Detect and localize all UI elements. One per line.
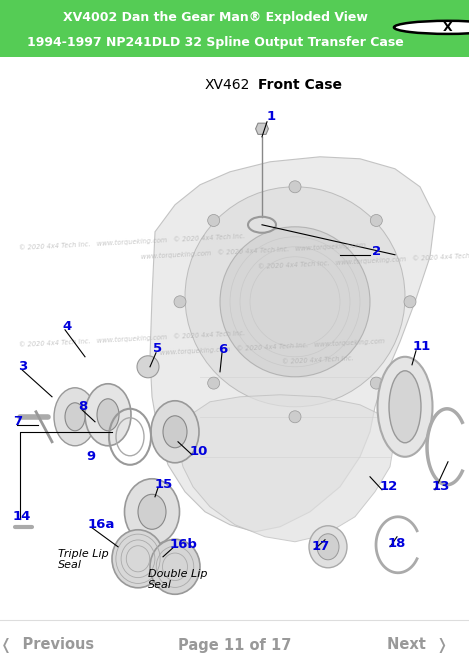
Ellipse shape xyxy=(65,403,85,431)
Text: Front Case: Front Case xyxy=(258,78,342,92)
Text: 9: 9 xyxy=(86,450,95,464)
Ellipse shape xyxy=(137,356,159,378)
Text: 8: 8 xyxy=(78,400,87,413)
Text: 14: 14 xyxy=(13,510,31,523)
Ellipse shape xyxy=(124,479,180,545)
Ellipse shape xyxy=(404,296,416,308)
Ellipse shape xyxy=(138,494,166,529)
Text: www.torqueking.com   © 2020 4x4 Tech Inc.   www.torqueking.com: www.torqueking.com © 2020 4x4 Tech Inc. … xyxy=(159,338,385,357)
Ellipse shape xyxy=(151,401,199,463)
Polygon shape xyxy=(256,123,268,134)
Text: 1: 1 xyxy=(267,110,276,123)
Circle shape xyxy=(394,21,469,34)
Text: 10: 10 xyxy=(190,446,208,458)
Ellipse shape xyxy=(378,357,432,457)
Ellipse shape xyxy=(54,388,96,446)
Text: X: X xyxy=(443,21,453,34)
Text: www.torqueking.com   © 2020 4x4 Tech Inc.   www.torqueking.com: www.torqueking.com © 2020 4x4 Tech Inc. … xyxy=(141,242,366,260)
Text: Double Lip
Seal: Double Lip Seal xyxy=(148,569,207,590)
Ellipse shape xyxy=(289,411,301,423)
Text: 16b: 16b xyxy=(170,539,198,551)
Ellipse shape xyxy=(174,296,186,308)
Text: 2: 2 xyxy=(372,246,381,258)
Text: 15: 15 xyxy=(155,478,173,491)
Text: 13: 13 xyxy=(432,480,450,493)
Ellipse shape xyxy=(163,415,187,448)
Text: 6: 6 xyxy=(218,343,227,357)
Text: Next  ❭: Next ❭ xyxy=(387,638,448,654)
Text: XV4002 Dan the Gear Man® Exploded View: XV4002 Dan the Gear Man® Exploded View xyxy=(63,11,368,23)
Text: 1994-1997 NP241DLD 32 Spline Output Transfer Case: 1994-1997 NP241DLD 32 Spline Output Tran… xyxy=(27,36,404,50)
Polygon shape xyxy=(150,157,435,532)
Ellipse shape xyxy=(289,181,301,193)
Text: © 2020 4x4 Tech Inc.   www.torqueking.com   © 2020 4x4 Tech Inc.: © 2020 4x4 Tech Inc. www.torqueking.com … xyxy=(19,233,245,252)
Text: 16a: 16a xyxy=(88,518,115,531)
Ellipse shape xyxy=(185,187,405,407)
Text: 12: 12 xyxy=(380,480,398,493)
Ellipse shape xyxy=(389,371,421,443)
Text: 17: 17 xyxy=(312,541,330,553)
Text: ❬  Previous: ❬ Previous xyxy=(0,638,94,654)
Ellipse shape xyxy=(371,377,382,389)
Text: Page 11 of 17: Page 11 of 17 xyxy=(178,638,291,653)
Text: © 2020 4x4 Tech Inc.: © 2020 4x4 Tech Inc. xyxy=(281,355,353,365)
Text: 3: 3 xyxy=(18,361,27,373)
Text: © 2020 4x4 Tech Inc.   www.torqueking.com   © 2020 4x4 Tech Inc.: © 2020 4x4 Tech Inc. www.torqueking.com … xyxy=(258,251,469,270)
Ellipse shape xyxy=(309,526,347,568)
Polygon shape xyxy=(178,395,395,542)
Text: © 2020 4x4 Tech Inc.   www.torqueking.com   © 2020 4x4 Tech Inc.: © 2020 4x4 Tech Inc. www.torqueking.com … xyxy=(19,329,245,348)
Ellipse shape xyxy=(317,534,339,560)
Text: 7: 7 xyxy=(13,415,22,428)
Text: 18: 18 xyxy=(388,537,406,551)
Text: Triple Lip
Seal: Triple Lip Seal xyxy=(58,549,109,571)
Text: 5: 5 xyxy=(153,343,162,355)
Ellipse shape xyxy=(208,377,219,389)
Ellipse shape xyxy=(85,384,131,446)
Ellipse shape xyxy=(150,539,200,594)
Ellipse shape xyxy=(97,399,119,431)
Text: XV462: XV462 xyxy=(204,78,250,92)
Ellipse shape xyxy=(208,215,219,227)
Ellipse shape xyxy=(112,530,164,588)
Ellipse shape xyxy=(371,215,382,227)
Ellipse shape xyxy=(220,227,370,377)
Text: 4: 4 xyxy=(62,320,71,333)
Text: 11: 11 xyxy=(413,341,431,353)
